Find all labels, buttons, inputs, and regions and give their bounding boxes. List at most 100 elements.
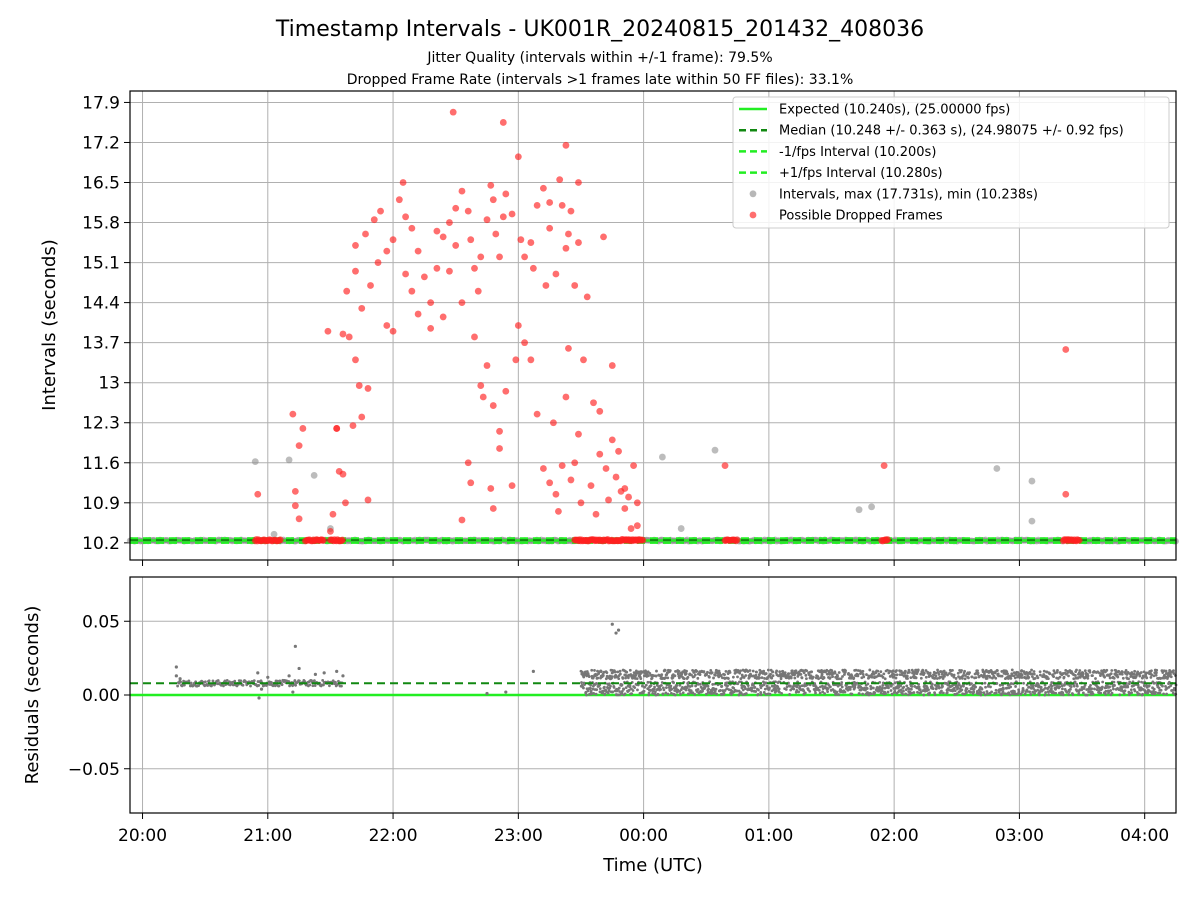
- residual-point: [789, 684, 792, 688]
- dropped-frame-point: [552, 490, 560, 498]
- interval-point: [993, 465, 1001, 472]
- residual-point: [739, 691, 743, 695]
- residual-point: [1088, 670, 1092, 674]
- residual-point: [257, 696, 261, 700]
- residual-point: [814, 691, 817, 695]
- dropped-frame-point: [362, 230, 369, 238]
- residual-point: [178, 677, 182, 681]
- residual-point: [504, 690, 508, 694]
- dropped-frame-point: [345, 333, 353, 341]
- residual-point: [994, 676, 998, 680]
- residual-point: [998, 683, 1002, 687]
- legend-entry-label: Expected (10.240s), (25.00000 fps): [779, 103, 1010, 118]
- residual-point: [962, 684, 965, 688]
- residual-point: [1137, 692, 1141, 696]
- dropped-frame-point: [433, 227, 441, 235]
- dropped-frame-point: [452, 204, 460, 212]
- residual-point: [941, 685, 944, 688]
- residual-point: [928, 691, 931, 695]
- residual-point: [801, 669, 805, 673]
- top-y-tick-label: 15.8: [82, 214, 120, 234]
- residual-point: [868, 668, 872, 672]
- residual-point: [822, 676, 826, 680]
- residual-point: [616, 670, 620, 674]
- residual-point: [1147, 684, 1151, 688]
- residual-point: [276, 679, 279, 683]
- bottom-y-tick-label: 0.05: [82, 612, 120, 632]
- residual-point: [956, 671, 960, 675]
- residual-point: [741, 693, 745, 696]
- top-y-tick-label: 17.2: [82, 133, 120, 153]
- residual-point: [1141, 692, 1145, 696]
- residual-point: [762, 691, 766, 694]
- residual-point: [881, 684, 885, 687]
- residual-point: [986, 692, 989, 696]
- residual-point: [1120, 672, 1124, 676]
- top-y-tick-label: 13.7: [82, 334, 120, 354]
- dropped-frame-point: [533, 410, 541, 418]
- residual-point: [954, 677, 958, 680]
- dropped-frame-point: [733, 536, 741, 544]
- residual-point: [736, 682, 740, 686]
- dropped-frame-point: [499, 119, 507, 126]
- dropped-frame-point: [402, 270, 409, 278]
- dropped-frame-point: [295, 515, 303, 523]
- residual-point: [765, 684, 769, 688]
- dropped-frame-point: [577, 499, 585, 507]
- residual-point: [985, 677, 989, 680]
- residual-point: [660, 681, 664, 684]
- residual-point: [277, 684, 281, 688]
- residual-point: [913, 685, 917, 688]
- residual-point: [852, 676, 856, 680]
- residual-point: [1075, 684, 1079, 688]
- residual-point: [661, 692, 665, 696]
- dropped-frame-point: [1062, 490, 1070, 498]
- residual-point: [1140, 680, 1143, 684]
- residual-point: [1028, 690, 1032, 694]
- dropped-frame-point: [562, 393, 570, 401]
- residual-point: [335, 669, 339, 674]
- residual-point: [961, 674, 965, 677]
- residual-point: [828, 685, 832, 689]
- dropped-frame-point: [333, 425, 341, 432]
- interval-point: [270, 530, 278, 538]
- residual-point: [919, 676, 923, 680]
- residual-point: [804, 673, 808, 677]
- residual-point: [598, 683, 602, 687]
- residual-point: [953, 689, 957, 693]
- residual-point: [1143, 691, 1147, 695]
- residual-point: [633, 686, 637, 690]
- residual-point: [830, 669, 834, 672]
- residual-point: [1172, 669, 1175, 673]
- residual-point: [895, 673, 899, 677]
- residual-point: [972, 690, 976, 694]
- residual-point: [710, 690, 714, 694]
- residual-point: [585, 693, 588, 697]
- residual-point: [1061, 687, 1064, 691]
- residual-point: [883, 677, 887, 681]
- dropped-frame-point: [389, 327, 397, 335]
- dropped-frame-point: [508, 482, 516, 490]
- residual-point: [691, 691, 695, 695]
- residual-point: [785, 685, 789, 689]
- residual-point: [223, 679, 227, 683]
- residual-point: [1020, 676, 1024, 679]
- residual-point: [967, 676, 970, 680]
- residual-point: [1060, 684, 1064, 688]
- residual-point: [1112, 680, 1116, 684]
- residual-point: [850, 692, 854, 696]
- residual-point: [899, 688, 903, 692]
- residual-point: [979, 693, 983, 697]
- residual-point: [717, 675, 721, 679]
- residual-point: [1083, 669, 1087, 673]
- residual-point: [1104, 692, 1108, 696]
- interval-point: [1028, 517, 1036, 525]
- residual-point: [759, 686, 763, 690]
- dropped-frame-point: [420, 273, 428, 281]
- residual-point: [1099, 691, 1103, 695]
- residual-point: [649, 689, 653, 692]
- residual-point: [1162, 692, 1165, 696]
- residual-point: [669, 684, 673, 688]
- residual-point: [970, 675, 974, 679]
- residual-point: [1113, 684, 1116, 687]
